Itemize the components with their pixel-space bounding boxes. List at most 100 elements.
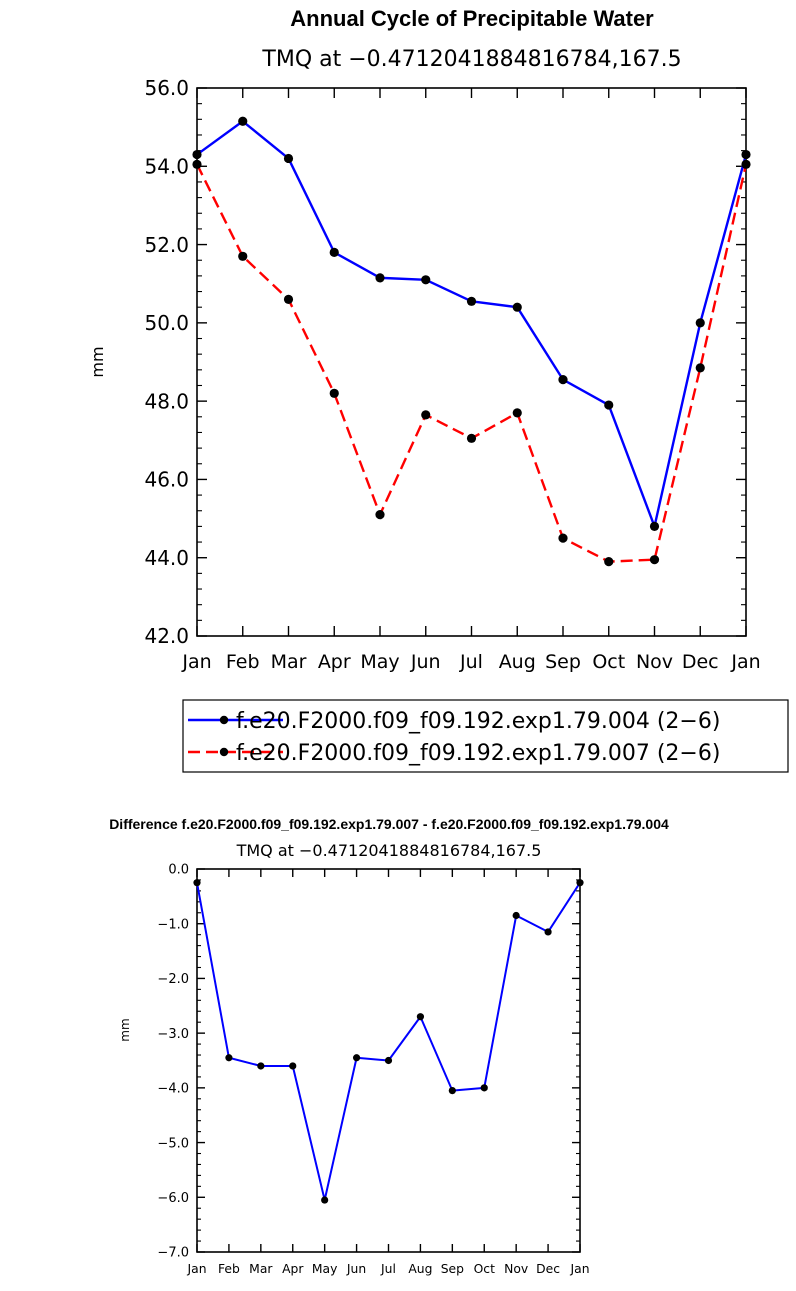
chart1-axes: 42.0 44.0 46.0 48.0 50.0 52.0 54.0 56.0 Jan Feb Ma… <box>144 76 760 673</box>
legend: f.e20.F2000.f09_f09.192.exp1.79.004 (2−6… <box>182 699 789 773</box>
chart1-title: Annual Cycle of Precipitable Water <box>290 6 654 31</box>
chart1-xtick-label: Oct <box>592 651 625 673</box>
chart2-xtick-label: Dec <box>536 1262 560 1276</box>
chart2-series-1-point <box>384 1056 393 1065</box>
chart2-series-1-point <box>512 911 520 920</box>
chart2-ytick-label: −3.0 <box>157 1027 189 1042</box>
chart1-xtick-label: Apr <box>318 651 351 673</box>
chart1-ytick-label: 50.0 <box>144 311 189 335</box>
chart1-series-2-point <box>329 388 339 398</box>
chart1-series-2-point <box>649 555 660 565</box>
chart1-series-1-point <box>604 400 614 410</box>
chart1-series-2-point <box>192 159 202 169</box>
chart1-series-1-point <box>649 521 660 532</box>
chart1-ytick-label: 56.0 <box>144 76 189 100</box>
chart2-xtick-label: Jan <box>186 1262 206 1276</box>
chart2-xtick-label: Jun <box>346 1262 366 1276</box>
chart1-xtick-label: Mar <box>271 651 307 673</box>
chart2-series-1-point <box>321 1196 329 1204</box>
chart1-xtick-label: Nov <box>636 651 673 673</box>
legend-label-series-2: f.e20.F2000.f09_f09.192.exp1.79.007 (2−6… <box>236 741 720 766</box>
chart2-xtick-label: Apr <box>282 1262 304 1276</box>
legend-box <box>182 699 789 773</box>
chart1-series-1-point <box>558 375 568 385</box>
chart1-xtick-label: Jan <box>730 651 760 673</box>
chart2-xtick-label: Nov <box>504 1262 528 1276</box>
chart2-xtick-label: Sep <box>441 1262 464 1276</box>
chart2-series-1-point <box>289 1062 297 1070</box>
chart1-series-2-point <box>604 557 614 567</box>
chart2-ytick-label: −5.0 <box>157 1136 189 1151</box>
chart2-series-1-line <box>196 882 581 1202</box>
chart1-subtitle: TMQ at −0.4712041884816784,167.5 <box>261 47 681 72</box>
chart2-xtick-label: Jan <box>569 1262 589 1276</box>
chart1-xtick-label: May <box>360 651 399 673</box>
chart1-series-2-line <box>195 163 748 563</box>
chart1-series-1-point <box>695 318 705 328</box>
chart2-series-1-point <box>448 1086 456 1095</box>
chart2-series-1-point <box>257 1062 265 1070</box>
chart1-ytick-label: 44.0 <box>144 546 189 570</box>
legend-marker-series-1 <box>219 715 229 725</box>
chart1-series-1-point <box>741 149 751 160</box>
chart2-ytick-label: −1.0 <box>157 917 189 932</box>
chart1-series-1-point <box>375 273 385 283</box>
chart1-series-1-point <box>421 275 431 285</box>
chart1-xtick-label: Jun <box>410 651 441 673</box>
chart1-ytick-label: 46.0 <box>144 468 189 492</box>
chart1-ytick-label: 42.0 <box>144 624 189 648</box>
chart2-series-1-point <box>352 1054 361 1062</box>
chart1-series <box>192 116 751 567</box>
chart1-series-2-point <box>558 533 568 543</box>
chart2-xtick-label: Aug <box>408 1262 432 1276</box>
chart1-ytick-label: 52.0 <box>144 233 189 257</box>
chart1-series-1-point <box>238 116 248 126</box>
chart2-xtick-label: Feb <box>218 1262 240 1276</box>
chart1-series-2-point <box>375 510 385 520</box>
chart2-xtick-label: Jul <box>380 1262 396 1276</box>
chart1-series-1-point <box>512 302 522 312</box>
chart2-ytick-label: −2.0 <box>157 972 189 987</box>
chart2-series <box>193 879 584 1204</box>
chart1-xtick-label: Dec <box>682 651 719 673</box>
legend-marker-series-2 <box>219 747 229 757</box>
chart1-ylabel: mm <box>88 346 107 377</box>
chart2-ylabel: mm <box>118 1018 132 1041</box>
chart1-xtick-label: Feb <box>226 651 260 673</box>
chart1-series-2-point <box>238 251 248 261</box>
chart1-plot-frame <box>196 87 747 637</box>
chart2-ytick-label: 0.0 <box>168 863 189 878</box>
chart2-subtitle: TMQ at −0.4712041884816784,167.5 <box>236 841 542 860</box>
chart1-series-1-point <box>192 149 202 160</box>
chart2-series-1-point <box>576 879 584 887</box>
chart2-ytick-label: −4.0 <box>157 1082 189 1097</box>
chart1-series-1-point <box>283 153 294 164</box>
chart1-xtick-label: Jul <box>459 651 483 673</box>
chart1-series-2-point <box>466 433 477 443</box>
chart1-series-2-point <box>283 294 294 304</box>
chart2-series-1-point <box>193 879 201 887</box>
chart2-axes: −7.0 −6.0 −5.0 −4.0 −3.0 −2.0 −1.0 0.0 Jan Feb Mar… <box>157 863 589 1276</box>
chart1-ytick-label: 54.0 <box>144 154 189 178</box>
chart1-xtick-label: Jan <box>181 651 211 673</box>
legend-label-series-1: f.e20.F2000.f09_f09.192.exp1.79.004 (2−6… <box>236 709 720 734</box>
chart2-ytick-label: −6.0 <box>157 1191 189 1206</box>
chart2-series-1-point <box>225 1054 233 1062</box>
chart1-series-2-point <box>512 408 522 418</box>
chart-difference: Difference f.e20.F2000.f09_f09.192.exp1.… <box>109 816 669 1276</box>
chart1-xtick-label: Sep <box>545 651 581 673</box>
chart1-ytick-label: 48.0 <box>144 389 189 413</box>
chart2-series-1-point <box>480 1084 488 1092</box>
chart1-xtick-label: Aug <box>499 651 536 673</box>
chart1-series-1-point <box>329 247 339 257</box>
chart1-series-2-point <box>421 410 431 420</box>
chart1-series-2-point <box>741 159 751 169</box>
chart1-series-1-point <box>466 296 477 306</box>
chart2-xtick-label: Mar <box>249 1262 273 1276</box>
chart2-xtick-label: May <box>312 1262 338 1276</box>
chart2-xtick-label: Oct <box>474 1262 496 1276</box>
chart2-title: Difference f.e20.F2000.f09_f09.192.exp1.… <box>109 816 669 832</box>
chart2-series-1-point <box>544 928 552 936</box>
chart1-series-2-point <box>695 363 705 373</box>
